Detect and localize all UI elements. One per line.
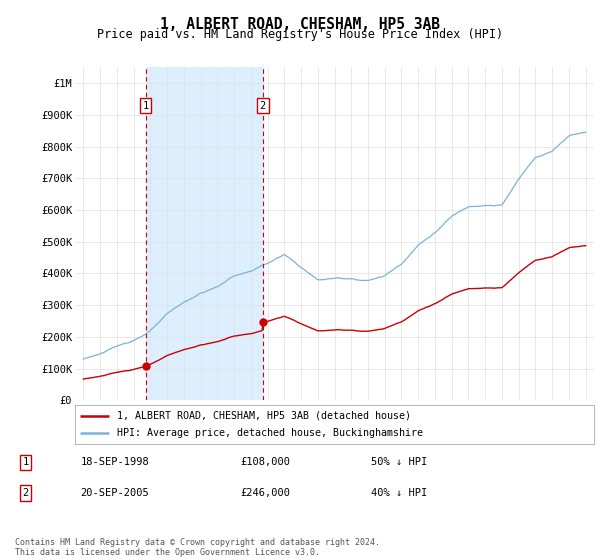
Text: 18-SEP-1998: 18-SEP-1998 — [80, 457, 149, 467]
Text: 40% ↓ HPI: 40% ↓ HPI — [371, 488, 428, 498]
Text: 1, ALBERT ROAD, CHESHAM, HP5 3AB (detached house): 1, ALBERT ROAD, CHESHAM, HP5 3AB (detach… — [116, 410, 410, 421]
Text: £108,000: £108,000 — [241, 457, 290, 467]
Text: £246,000: £246,000 — [241, 488, 290, 498]
Text: 2: 2 — [22, 488, 29, 498]
Text: 2: 2 — [260, 100, 266, 110]
Text: Contains HM Land Registry data © Crown copyright and database right 2024.
This d: Contains HM Land Registry data © Crown c… — [15, 538, 380, 557]
Text: 20-SEP-2005: 20-SEP-2005 — [80, 488, 149, 498]
Text: HPI: Average price, detached house, Buckinghamshire: HPI: Average price, detached house, Buck… — [116, 428, 422, 438]
Text: 1: 1 — [143, 100, 149, 110]
Text: 1: 1 — [22, 457, 29, 467]
Text: 50% ↓ HPI: 50% ↓ HPI — [371, 457, 428, 467]
Text: 1, ALBERT ROAD, CHESHAM, HP5 3AB: 1, ALBERT ROAD, CHESHAM, HP5 3AB — [160, 17, 440, 32]
Text: Price paid vs. HM Land Registry's House Price Index (HPI): Price paid vs. HM Land Registry's House … — [97, 28, 503, 41]
Bar — [146, 67, 263, 400]
